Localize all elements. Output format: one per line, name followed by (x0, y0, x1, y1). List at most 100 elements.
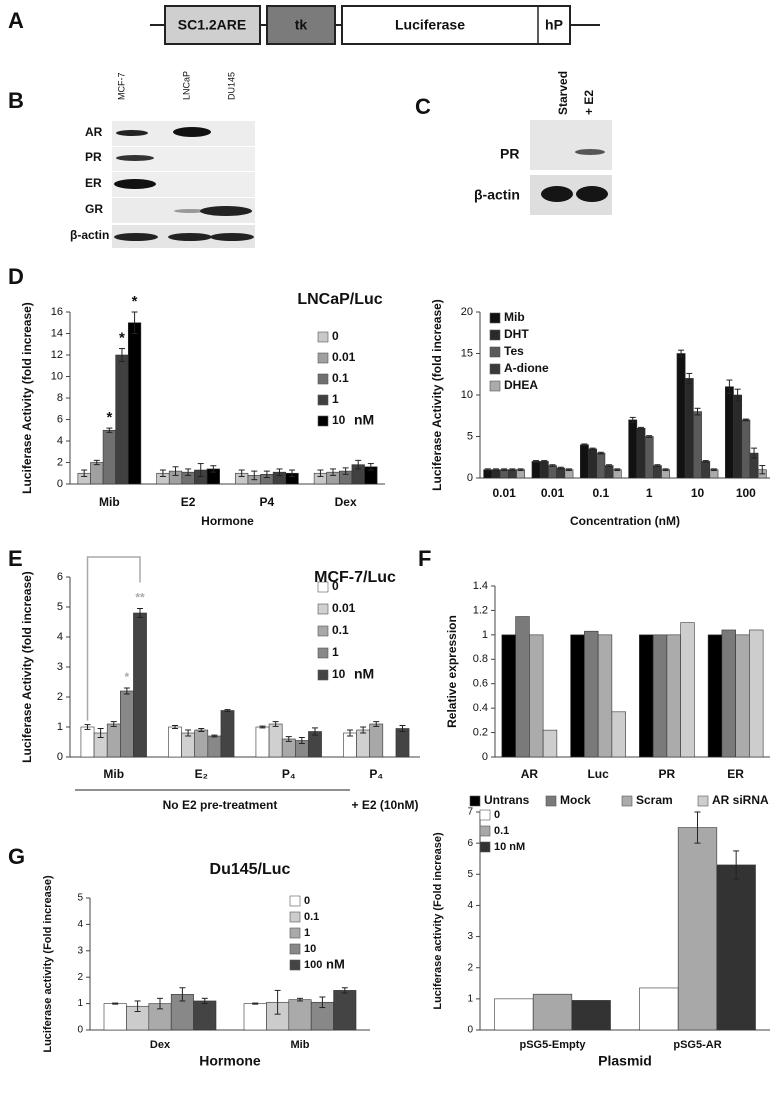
error-bar (197, 463, 204, 477)
error-bar (565, 468, 572, 472)
y-tick-label: 6 (57, 571, 63, 583)
error-bar (276, 468, 283, 476)
error-bar (137, 608, 143, 618)
annotation: * (125, 670, 130, 684)
error-bar (157, 997, 163, 1010)
y-tick-label: 3 (57, 661, 63, 673)
x-tick-label: ER (727, 767, 744, 781)
legend-label: 10 nM (494, 841, 525, 853)
y-tick-label: 20 (461, 306, 473, 318)
construct-label: tk (295, 17, 308, 33)
panel-label: G (8, 844, 25, 869)
blot-column-label: Starved (556, 71, 570, 115)
error-bar (159, 469, 166, 477)
error-bar (694, 811, 701, 844)
error-bar (614, 468, 621, 472)
bar (584, 630, 599, 758)
legend-unit: nM (354, 412, 374, 428)
x-tick-label: Mib (99, 495, 120, 509)
legend-swatch (479, 825, 491, 837)
y-tick-label: 6 (57, 413, 63, 425)
x-tick-label: 10 (691, 486, 705, 500)
legend-swatch (317, 415, 329, 427)
y-tick-label: 0 (467, 1025, 473, 1036)
legend-swatch (621, 795, 633, 807)
error-bar (606, 464, 613, 467)
x-tick-label: 0.1 (592, 486, 609, 500)
bar (395, 728, 410, 758)
panel-label: E (8, 546, 23, 571)
y-tick-label: 0.2 (473, 726, 488, 738)
y-tick-label: 0 (77, 1025, 83, 1036)
x-tick-label: Dex (150, 1039, 171, 1051)
y-tick-label: 3 (77, 945, 83, 956)
error-bar (106, 427, 113, 433)
y-tick-label: 10 (461, 389, 473, 401)
bar (369, 723, 384, 758)
bar (749, 629, 764, 758)
legend-label: DHEA (504, 378, 538, 392)
chart-title: LNCaP/Luc (297, 291, 382, 308)
bar (652, 465, 662, 479)
y-axis-label: Relative expression (445, 615, 459, 728)
construct-box (266, 5, 336, 45)
y-tick-label: 2 (57, 456, 63, 468)
legend-swatch (479, 809, 491, 821)
bar (588, 448, 598, 479)
legend-label: 0.1 (332, 623, 349, 637)
x-axis-label: Concentration (nM) (570, 514, 680, 528)
bar (701, 461, 711, 479)
legend-label: 0 (494, 809, 500, 821)
error-bar (549, 464, 556, 467)
y-axis-label: Luciferase Activity (fold increase) (20, 302, 34, 494)
y-tick-label: 4 (467, 900, 473, 911)
bar (639, 634, 654, 758)
legend-label: DHT (504, 327, 529, 341)
blot-row-label: PR (500, 146, 519, 162)
annotation: * (119, 330, 125, 347)
bar (90, 462, 104, 485)
legend-swatch (289, 927, 301, 939)
error-bar (742, 418, 749, 422)
bar (106, 723, 121, 758)
error-bar (733, 850, 740, 880)
legend-label: A-dione (504, 361, 549, 375)
error-bar (84, 724, 91, 730)
x-tick-label: Mib (291, 1039, 310, 1051)
blot-row-label: GR (85, 202, 103, 216)
error-bar (201, 997, 208, 1005)
panel-label: C (415, 94, 431, 119)
legend-label: AR siRNA (712, 793, 769, 807)
blot-row-label: AR (85, 125, 103, 139)
blot-column-label: DU145 (226, 72, 236, 100)
bar (724, 386, 734, 479)
legend-label: 10 (304, 943, 316, 955)
bar (115, 354, 129, 485)
bar (515, 616, 530, 758)
x-tick-label: pSG5-AR (673, 1039, 721, 1051)
y-tick-label: 4 (57, 631, 63, 643)
bar (103, 1003, 127, 1031)
error-bar (751, 447, 758, 459)
legend-swatch (317, 625, 329, 637)
bar (193, 1000, 217, 1031)
error-bar (298, 737, 305, 744)
bar (666, 634, 681, 758)
construct-label: Luciferase (395, 17, 465, 33)
bar (288, 999, 312, 1031)
error-bar (112, 1002, 119, 1005)
error-bar (110, 721, 117, 727)
bar (102, 429, 116, 485)
legend-swatch (289, 911, 301, 923)
y-tick-label: 6 (467, 838, 473, 849)
bar (652, 634, 668, 758)
bar (596, 452, 606, 479)
error-bar (492, 468, 499, 472)
error-bar (341, 987, 348, 994)
error-bar (484, 468, 491, 472)
legend-label: 0 (304, 895, 310, 907)
y-axis-label: Luciferase activity (Fold increase) (42, 875, 54, 1053)
panel-label: D (8, 264, 24, 289)
y-tick-label: 0.6 (473, 678, 488, 690)
legend-label: Mock (560, 793, 591, 807)
